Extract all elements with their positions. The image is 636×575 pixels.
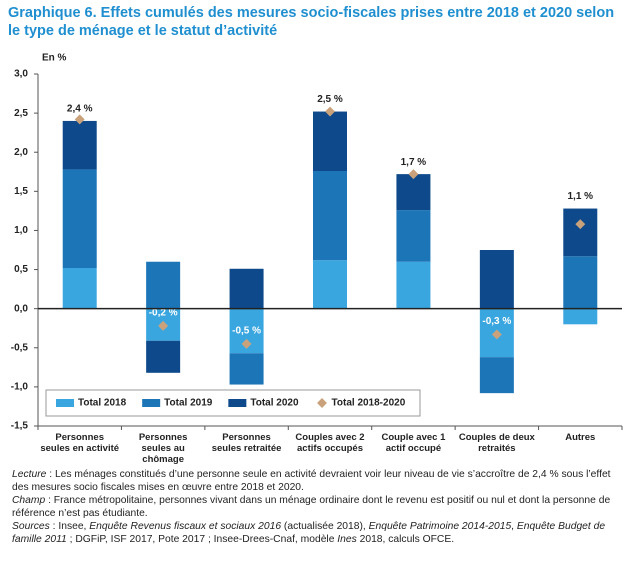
note-text: Enquête Patrimoine 2014-2015 xyxy=(368,521,512,532)
notes: Lecture : Les ménages constitués d’une p… xyxy=(12,468,624,546)
y-tick-label: 0,0 xyxy=(14,303,28,314)
bar-segment xyxy=(146,261,181,309)
bar-segment xyxy=(62,169,97,268)
total-marker xyxy=(241,338,252,349)
bar-segment xyxy=(563,256,598,309)
value-label: -0,3 % xyxy=(482,316,511,327)
value-label: -0,2 % xyxy=(149,308,178,319)
y-tick-label: 2,0 xyxy=(14,147,28,158)
y-tick-label: 2,5 xyxy=(14,108,28,119)
note-text: ; DGFiP, ISF 2017, Pote 2017 ; Insee-Dre… xyxy=(66,534,338,545)
legend-swatch xyxy=(56,399,74,407)
note-text: , xyxy=(511,521,517,532)
bar-segment xyxy=(313,260,347,309)
bar-segment xyxy=(146,340,181,373)
legend-label: Total 2018 xyxy=(78,398,127,409)
total-marker xyxy=(408,169,419,180)
legend-swatch xyxy=(228,399,247,407)
note-text: Ines xyxy=(337,534,357,545)
note: Lecture : Les ménages constitués d’une p… xyxy=(12,468,624,494)
bar-segment xyxy=(479,357,514,394)
bar-segment xyxy=(313,111,347,171)
chart-title: Graphique 6. Effets cumulés des mesures … xyxy=(8,5,615,39)
total-marker xyxy=(491,329,502,340)
bar-segment xyxy=(479,250,514,309)
value-label: 1,1 % xyxy=(567,191,593,202)
y-tick-label: 1,0 xyxy=(14,225,28,236)
note-text: : France métropolitaine, personnes vivan… xyxy=(12,495,611,519)
note: Champ : France métropolitaine, personnes… xyxy=(12,494,624,520)
bar-segment xyxy=(396,261,431,309)
x-tick-label: Personnes seules au chômage xyxy=(138,432,188,465)
legend-swatch xyxy=(142,399,161,407)
y-tick-label: 3,0 xyxy=(14,69,28,80)
bar-segment xyxy=(396,174,431,211)
note-text: : Les ménages constitués d’une personne … xyxy=(12,469,611,493)
x-tick-label: Autres xyxy=(565,432,596,443)
y-tick-label: 1,5 xyxy=(14,186,28,197)
x-tick-label: Personnes seules en activité xyxy=(40,432,120,454)
legend-box xyxy=(45,389,421,417)
x-tick-label: Couples de deux retraités xyxy=(458,432,535,454)
x-tick-label: Couples avec 2 actifs occupés xyxy=(295,432,365,454)
bar-segment xyxy=(313,170,347,261)
bar-segment xyxy=(62,120,97,170)
value-label: 1,7 % xyxy=(401,157,427,168)
note-text: (actualisée 2018), xyxy=(281,521,369,532)
value-label: -0,5 % xyxy=(232,326,261,337)
total-marker xyxy=(158,320,169,331)
x-tick-label: Couple avec 1 actif occupé xyxy=(381,432,446,454)
note-text: Enquête Revenus fiscaux et sociaux 2016 xyxy=(89,521,282,532)
value-label: 2,5 % xyxy=(317,94,343,105)
note-text: Enquête Budget de famille 2011 xyxy=(12,521,606,545)
total-marker xyxy=(74,114,85,125)
y-tick-label: -1,0 xyxy=(11,382,29,393)
note-text: : Insee, xyxy=(49,521,90,532)
y-tick-label: -0,5 xyxy=(11,342,29,353)
y-tick-label: -1,5 xyxy=(11,421,29,432)
bar-segment xyxy=(229,268,264,309)
legend-label: Total 2019 xyxy=(164,398,213,409)
total-marker xyxy=(575,219,586,230)
bar-segment xyxy=(563,308,598,325)
y-tick-label: 0,5 xyxy=(14,264,28,275)
y-axis-label: En % xyxy=(42,53,67,64)
note-text: Lecture xyxy=(12,469,47,480)
value-label: 2,4 % xyxy=(67,104,93,115)
legend-label: Total 2018-2020 xyxy=(332,398,406,409)
bar-segment xyxy=(62,267,97,309)
note-text: 2018, calculs OFCE. xyxy=(356,534,455,545)
legend-swatch xyxy=(317,398,327,408)
note-text: Champ xyxy=(12,495,46,506)
x-tick-label: Personnes seules retraitée xyxy=(211,432,282,454)
bar-segment xyxy=(563,208,598,257)
bar-segment xyxy=(229,353,264,385)
note-text: Sources xyxy=(12,521,50,532)
legend-label: Total 2020 xyxy=(250,398,299,409)
bar-segment xyxy=(396,210,431,262)
note: Sources : Insee, Enquête Revenus fiscaux… xyxy=(12,520,624,546)
